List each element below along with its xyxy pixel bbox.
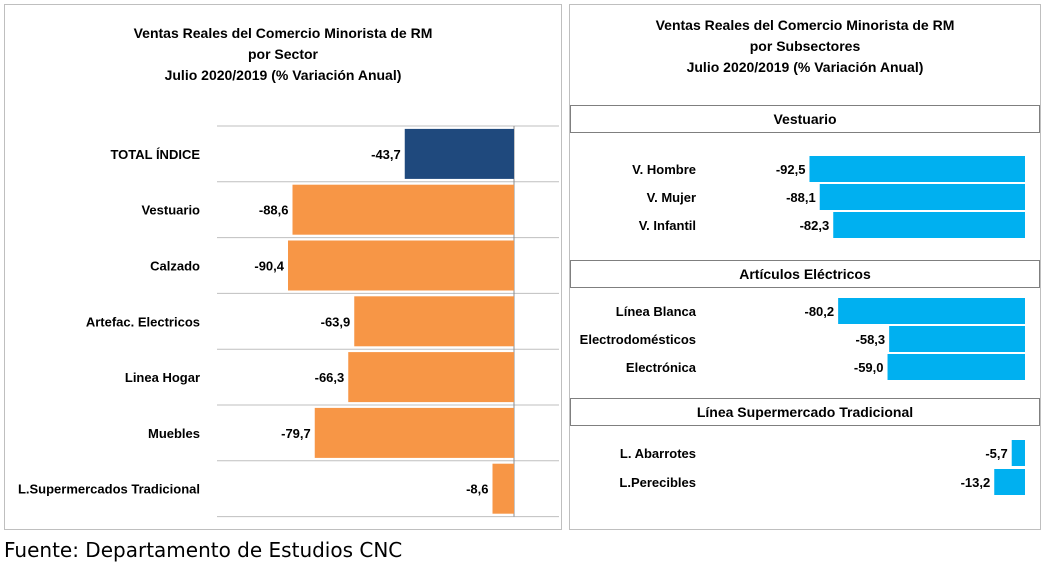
value-label-v-hombre: -92,5 <box>776 162 806 177</box>
bar-v-hombre <box>809 156 1025 182</box>
bar-total-indice <box>404 128 514 179</box>
value-label-l-abarrotes: -5,7 <box>985 446 1007 461</box>
sector-title-line-2: por Sector <box>247 46 318 62</box>
sector-title-line-3: Julio 2020/2019 (% Variación Anual) <box>164 67 402 83</box>
value-label-muebles: -79,7 <box>281 426 311 441</box>
value-label-l-perecibles: -13,2 <box>961 475 991 490</box>
category-label-l-abarrotes: L. Abarrotes <box>620 446 696 461</box>
value-label-calzado: -90,4 <box>254 259 284 274</box>
bar-muebles <box>314 407 514 458</box>
value-label-electronica: -59,0 <box>854 360 884 375</box>
bar-vestuario <box>292 184 514 235</box>
subsector-chart-title: Ventas Reales del Comercio Minorista de … <box>570 15 1040 78</box>
source-note: Fuente: Departamento de Estudios CNC <box>4 538 403 562</box>
value-label-vestuario: -88,6 <box>259 203 289 218</box>
bar-l-perecibles <box>994 469 1025 495</box>
group-header-linea-supermercado: Línea Supermercado Tradicional <box>570 398 1040 426</box>
subsector-chart-panel: Ventas Reales del Comercio Minorista de … <box>569 4 1041 530</box>
category-label-linea-blanca: Línea Blanca <box>616 304 697 319</box>
subsector-title-line-3: Julio 2020/2019 (% Variación Anual) <box>686 59 924 75</box>
value-label-v-infantil: -82,3 <box>800 218 830 233</box>
bar-v-mujer <box>819 184 1025 210</box>
bar-l-supermercados-tradicional <box>492 463 514 514</box>
value-label-l-supermercados-tradicional: -8,6 <box>466 482 488 497</box>
category-label-v-hombre: V. Hombre <box>632 162 696 177</box>
bar-calzado <box>288 240 514 291</box>
category-label-electronica: Electrónica <box>626 360 697 375</box>
category-label-linea-hogar: Linea Hogar <box>125 370 200 385</box>
subsector-title-line-2: por Subsectores <box>749 38 861 54</box>
value-label-linea-blanca: -80,2 <box>804 304 834 319</box>
bar-artefac-electricos <box>354 296 514 347</box>
sector-chart-title: Ventas Reales del Comercio Minorista de … <box>5 23 561 86</box>
sector-bar-chart: -43,7 TOTAL ÍNDICE -88,6 Vestuario -90,4 Calz… <box>18 125 559 518</box>
bar-electronica <box>887 354 1025 380</box>
category-label-electrodomesticos: Electrodomésticos <box>580 332 696 347</box>
group-header-articulos-electricos: Artículos Eléctricos <box>570 260 1040 288</box>
category-label-v-infantil: V. Infantil <box>639 218 696 233</box>
category-label-v-mujer: V. Mujer <box>647 190 696 205</box>
value-label-total-indice: -43,7 <box>371 147 401 162</box>
category-label-total-indice: TOTAL ÍNDICE <box>110 147 200 162</box>
value-label-artefac-electricos: -63,9 <box>321 314 351 329</box>
sector-chart-panel: Ventas Reales del Comercio Minorista de … <box>4 4 562 530</box>
bar-linea-blanca <box>838 298 1025 324</box>
value-label-v-mujer: -88,1 <box>786 190 816 205</box>
category-label-artefac-electricos: Artefac. Electricos <box>86 314 200 329</box>
category-label-calzado: Calzado <box>150 259 200 274</box>
bar-l-abarrotes <box>1011 440 1025 466</box>
bar-linea-hogar <box>348 352 514 403</box>
value-label-electrodomesticos: -58,3 <box>856 332 886 347</box>
category-label-l-supermercados-tradicional: L.Supermercados Tradicional <box>18 482 200 497</box>
category-label-l-perecibles: L.Perecibles <box>619 475 696 490</box>
value-label-linea-hogar: -66,3 <box>315 370 345 385</box>
bar-electrodomesticos <box>889 326 1025 352</box>
category-label-vestuario: Vestuario <box>141 203 200 218</box>
subsector-title-line-1: Ventas Reales del Comercio Minorista de … <box>655 17 955 33</box>
group-header-vestuario: Vestuario <box>570 105 1040 133</box>
bar-v-infantil <box>833 212 1025 238</box>
category-label-muebles: Muebles <box>148 426 200 441</box>
subsector-bar-chart: -92,5 V. Hombre -88,1 V. Mujer -82,3 V. Infan… <box>580 156 1025 495</box>
sector-title-line-1: Ventas Reales del Comercio Minorista de … <box>133 25 433 41</box>
